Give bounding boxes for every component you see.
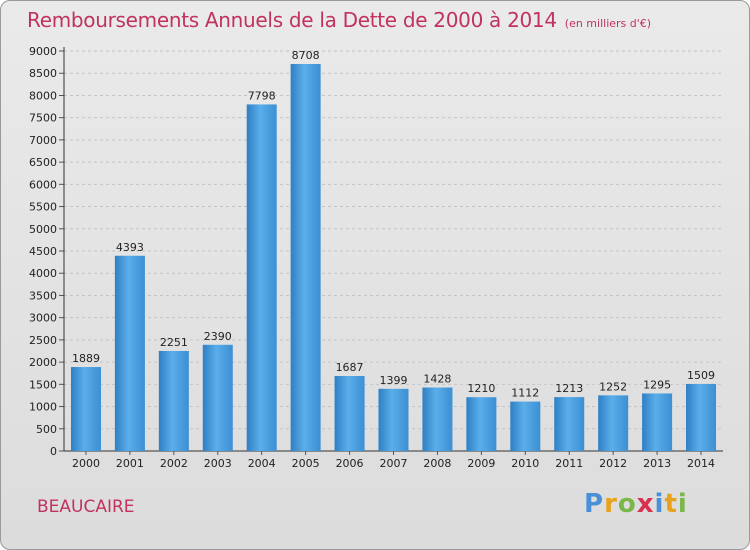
logo-letter: i bbox=[677, 489, 688, 519]
x-tick-label: 2001 bbox=[116, 457, 144, 470]
y-tick-label: 4500 bbox=[29, 245, 57, 258]
bar-2004 bbox=[246, 104, 277, 451]
bar-value-label: 1428 bbox=[423, 373, 451, 386]
x-tick-label: 2013 bbox=[643, 457, 671, 470]
bar-2009 bbox=[466, 397, 497, 451]
logo-letter: P bbox=[584, 489, 605, 519]
logo-letter: r bbox=[604, 489, 618, 519]
bar-2006 bbox=[334, 376, 365, 451]
y-tick-label: 6500 bbox=[29, 156, 57, 169]
x-tick-label: 2003 bbox=[204, 457, 232, 470]
bar-2011 bbox=[554, 397, 585, 451]
bar-value-label: 1399 bbox=[380, 374, 408, 387]
y-tick-label: 1500 bbox=[29, 378, 57, 391]
y-tick-label: 5000 bbox=[29, 223, 57, 236]
y-tick-label: 8500 bbox=[29, 67, 57, 80]
x-tick-label: 2014 bbox=[687, 457, 715, 470]
bar-value-label: 8708 bbox=[292, 49, 320, 62]
y-tick-label: 7000 bbox=[29, 134, 57, 147]
chart-title: Remboursements Annuels de la Dette de 20… bbox=[27, 8, 651, 32]
bar-value-label: 1889 bbox=[72, 352, 100, 365]
x-tick-label: 2010 bbox=[511, 457, 539, 470]
x-tick-label: 2002 bbox=[160, 457, 188, 470]
bar-2005 bbox=[290, 63, 321, 451]
bar-value-label: 1295 bbox=[643, 378, 671, 391]
bar-2013 bbox=[642, 393, 673, 451]
bar-2001 bbox=[114, 255, 145, 451]
y-tick-label: 8000 bbox=[29, 89, 57, 102]
bar-2008 bbox=[422, 387, 453, 451]
y-tick-label: 9000 bbox=[29, 45, 57, 58]
bar-value-label: 7798 bbox=[248, 89, 276, 102]
proxiti-logo: Proxiti bbox=[584, 489, 688, 519]
x-tick-label: 2000 bbox=[72, 457, 100, 470]
city-name: BEAUCAIRE bbox=[37, 497, 135, 517]
bar-2007 bbox=[378, 388, 409, 451]
y-tick-label: 6000 bbox=[29, 178, 57, 191]
y-tick-label: 2000 bbox=[29, 356, 57, 369]
logo-letter: t bbox=[664, 489, 678, 519]
bar-2000 bbox=[70, 367, 101, 451]
bar-value-label: 1687 bbox=[336, 361, 364, 374]
x-tick-label: 2006 bbox=[336, 457, 364, 470]
bar-2012 bbox=[598, 395, 629, 451]
y-tick-label: 5500 bbox=[29, 201, 57, 214]
x-tick-label: 2009 bbox=[467, 457, 495, 470]
logo-letter: x bbox=[636, 489, 655, 519]
logo-letter: i bbox=[654, 489, 665, 519]
x-tick-label: 2005 bbox=[292, 457, 320, 470]
y-tick-label: 0 bbox=[50, 445, 57, 458]
y-tick-label: 3500 bbox=[29, 289, 57, 302]
bar-value-label: 1112 bbox=[511, 387, 539, 400]
chart-title-text: Remboursements Annuels de la Dette de 20… bbox=[27, 8, 557, 32]
bar-2003 bbox=[202, 344, 233, 451]
bar-value-label: 1252 bbox=[599, 380, 627, 393]
bar-value-label: 2251 bbox=[160, 336, 188, 349]
x-tick-label: 2007 bbox=[380, 457, 408, 470]
x-tick-label: 2004 bbox=[248, 457, 276, 470]
bar-value-label: 1213 bbox=[555, 382, 583, 395]
y-tick-label: 3000 bbox=[29, 312, 57, 325]
x-tick-label: 2012 bbox=[599, 457, 627, 470]
bar-value-label: 1509 bbox=[687, 369, 715, 382]
bar-2014 bbox=[686, 383, 717, 451]
bar-2002 bbox=[158, 350, 189, 451]
y-tick-label: 1000 bbox=[29, 401, 57, 414]
bar-value-label: 1210 bbox=[467, 382, 495, 395]
bar-value-label: 4393 bbox=[116, 241, 144, 254]
x-tick-label: 2011 bbox=[555, 457, 583, 470]
y-tick-label: 4000 bbox=[29, 267, 57, 280]
chart-unit: (en milliers d'€) bbox=[564, 17, 652, 30]
x-tick-label: 2008 bbox=[423, 457, 451, 470]
logo-letter: o bbox=[617, 489, 637, 519]
y-tick-label: 500 bbox=[36, 423, 57, 436]
bar-2010 bbox=[510, 401, 541, 451]
bar-value-label: 2390 bbox=[204, 330, 232, 343]
y-tick-label: 2500 bbox=[29, 334, 57, 347]
y-tick-label: 7500 bbox=[29, 112, 57, 125]
